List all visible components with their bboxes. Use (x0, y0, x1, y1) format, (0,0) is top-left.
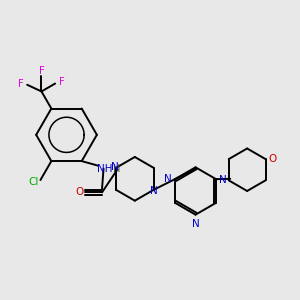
Text: F: F (59, 77, 64, 87)
Text: N: N (151, 186, 158, 196)
Text: O: O (76, 188, 84, 197)
Text: NH: NH (97, 164, 113, 174)
Text: N: N (110, 162, 118, 172)
Text: H: H (112, 164, 120, 174)
Text: N: N (219, 176, 226, 185)
Text: F: F (18, 79, 23, 89)
Text: F: F (39, 66, 44, 76)
Text: Cl: Cl (28, 178, 39, 188)
Text: O: O (268, 154, 277, 164)
Text: N: N (164, 173, 172, 184)
Text: N: N (192, 219, 200, 229)
